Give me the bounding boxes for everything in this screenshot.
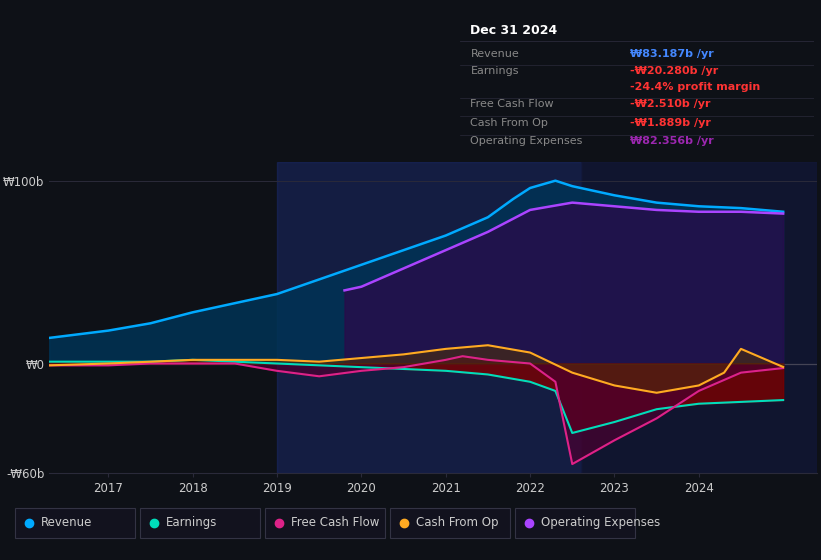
Text: Revenue: Revenue	[41, 516, 93, 529]
Text: Operating Expenses: Operating Expenses	[470, 136, 583, 146]
FancyBboxPatch shape	[390, 507, 510, 538]
Text: Cash From Op: Cash From Op	[470, 118, 548, 128]
Text: Earnings: Earnings	[470, 66, 519, 76]
Bar	[580, 162, 817, 473]
Text: -₩1.889b /yr: -₩1.889b /yr	[630, 118, 711, 128]
Text: Operating Expenses: Operating Expenses	[541, 516, 660, 529]
Text: Revenue: Revenue	[470, 49, 519, 59]
Text: -24.4% profit margin: -24.4% profit margin	[630, 82, 760, 92]
FancyBboxPatch shape	[265, 507, 385, 538]
Text: Dec 31 2024: Dec 31 2024	[470, 24, 557, 37]
Text: ₩83.187b /yr: ₩83.187b /yr	[630, 49, 713, 59]
FancyBboxPatch shape	[140, 507, 260, 538]
Text: -₩20.280b /yr: -₩20.280b /yr	[630, 66, 718, 76]
FancyBboxPatch shape	[515, 507, 635, 538]
Text: Cash From Op: Cash From Op	[416, 516, 498, 529]
Text: Earnings: Earnings	[166, 516, 218, 529]
Text: Free Cash Flow: Free Cash Flow	[291, 516, 379, 529]
Text: Free Cash Flow: Free Cash Flow	[470, 99, 554, 109]
Text: ₩82.356b /yr: ₩82.356b /yr	[630, 136, 713, 146]
FancyBboxPatch shape	[15, 507, 135, 538]
Text: -₩2.510b /yr: -₩2.510b /yr	[630, 99, 710, 109]
Bar	[277, 162, 580, 473]
